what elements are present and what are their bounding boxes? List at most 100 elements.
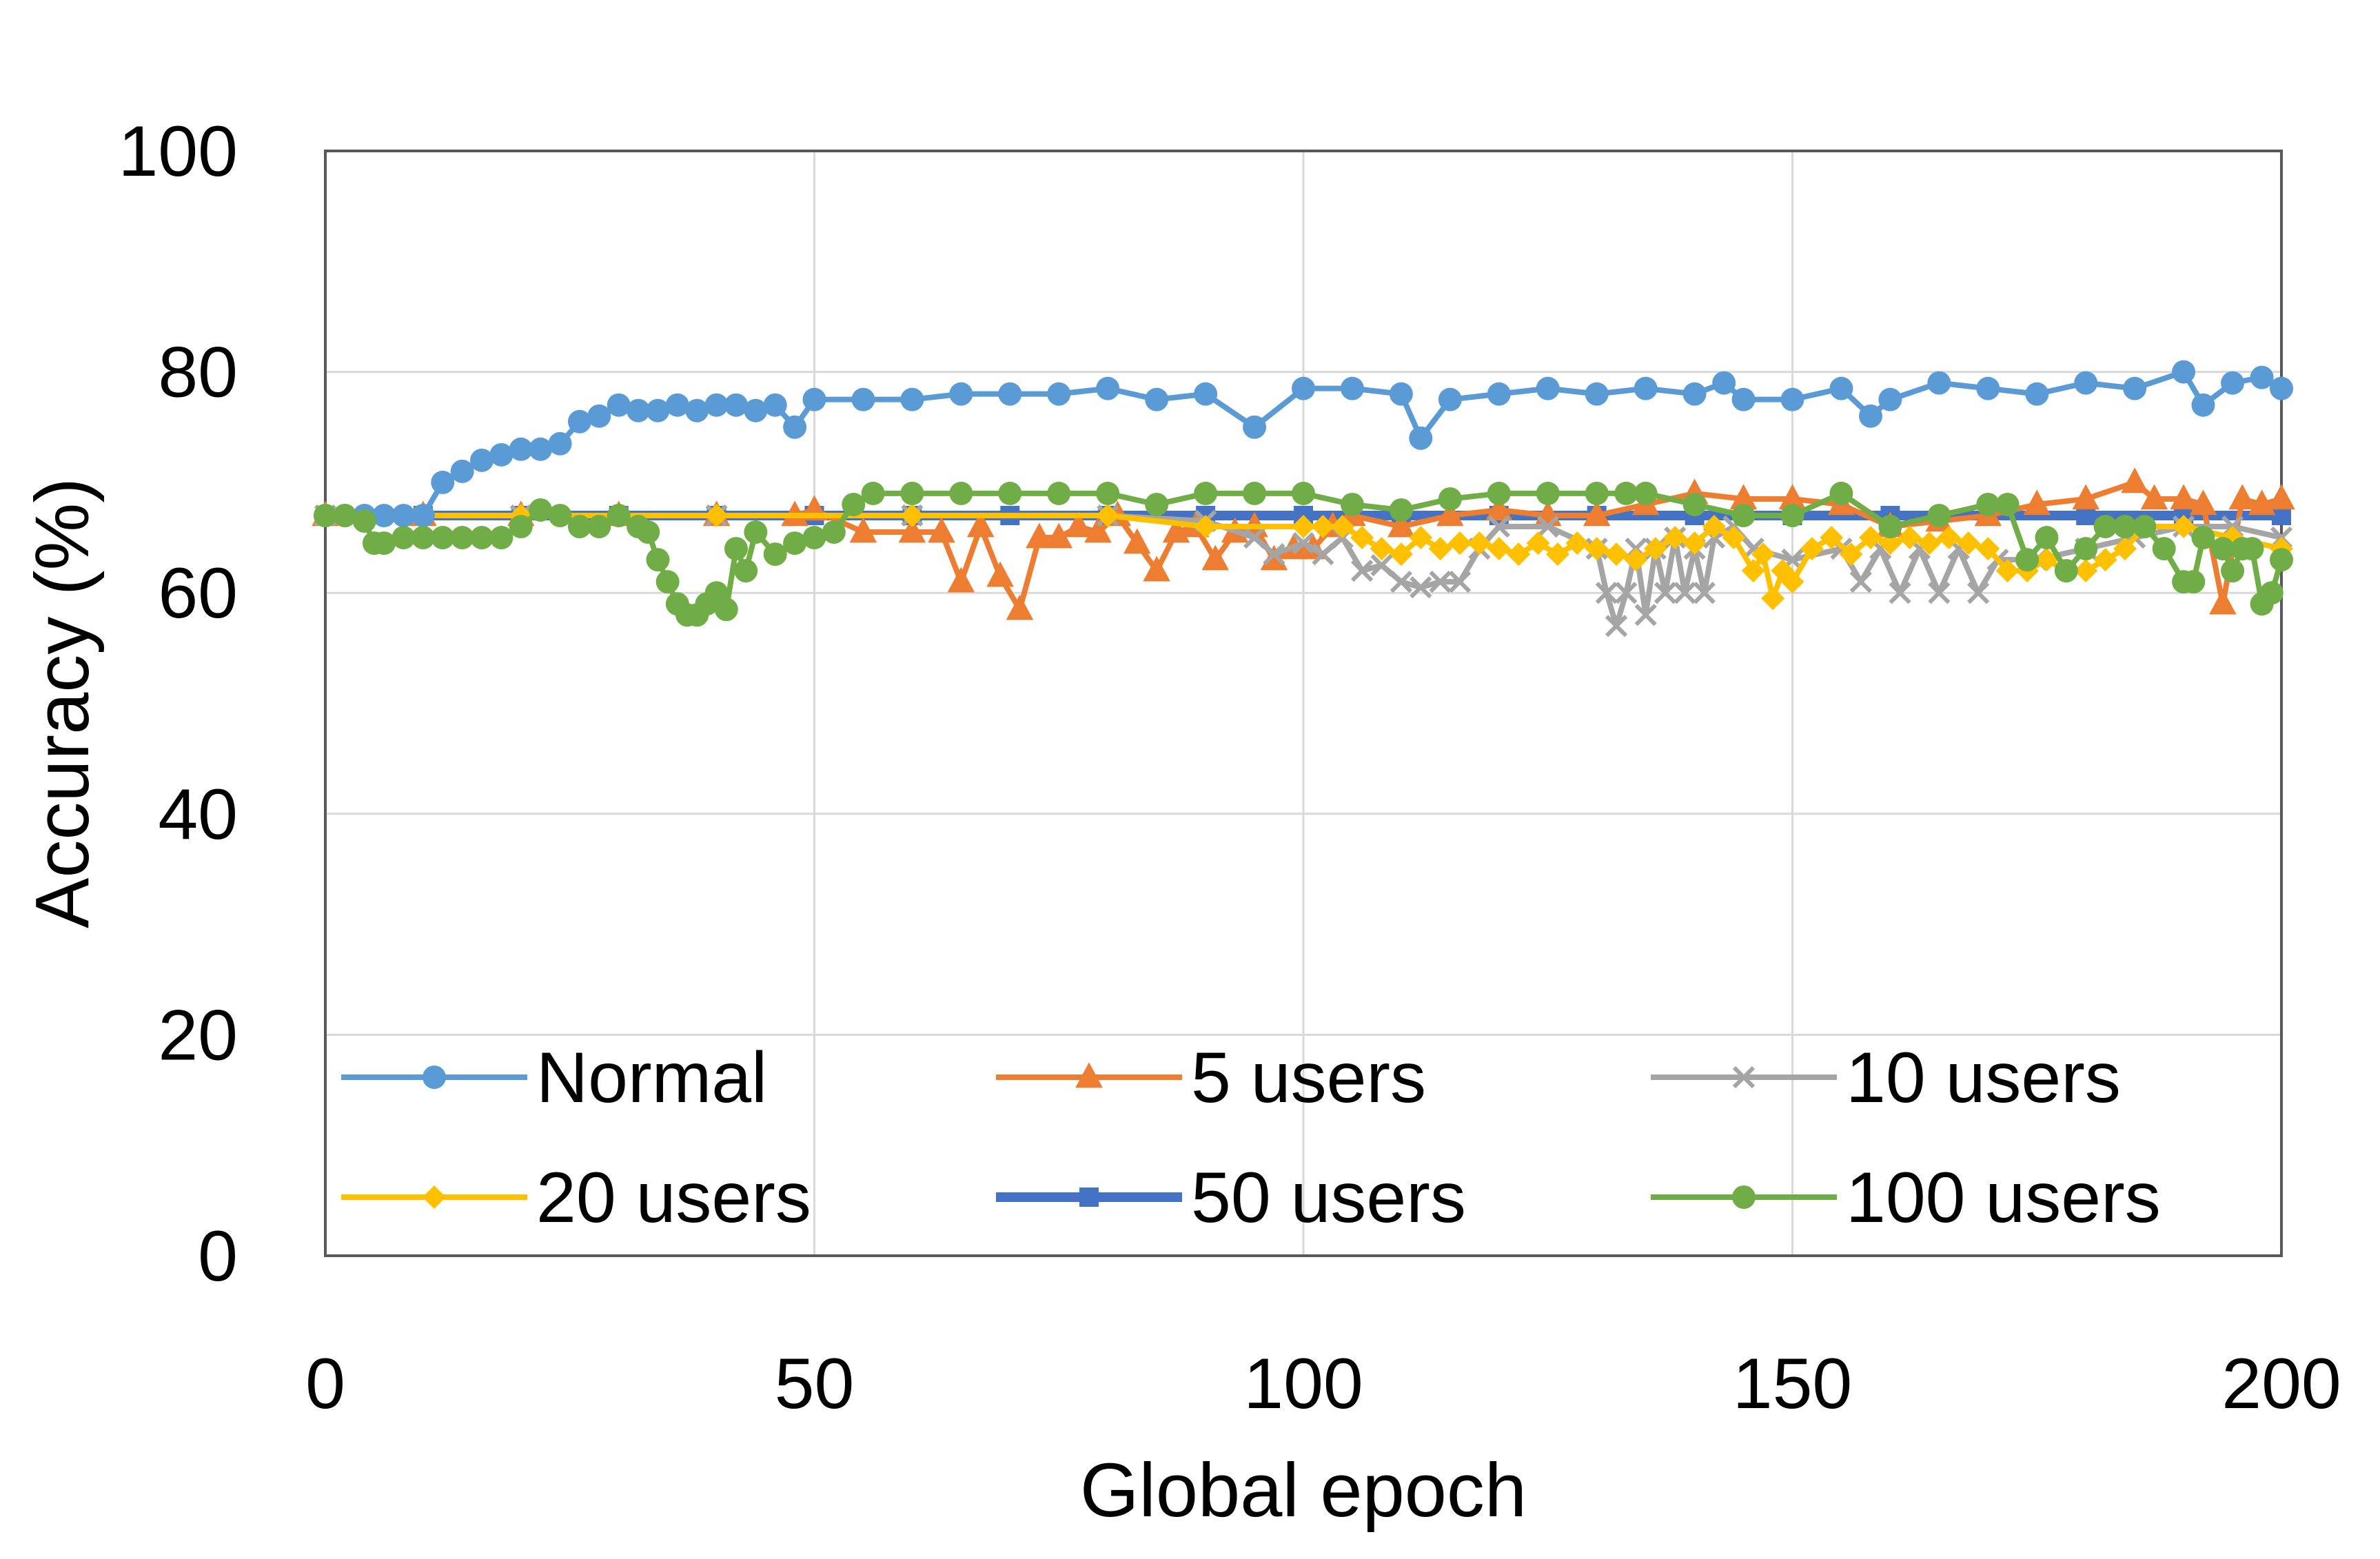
data-point-5-users <box>947 567 975 593</box>
data-point-100-users <box>587 515 611 539</box>
data-point-normal <box>724 393 748 417</box>
data-point-20-users <box>1898 526 1922 550</box>
data-point-100-users <box>763 542 787 567</box>
data-point-normal <box>1976 376 2000 400</box>
data-point-5-users <box>1201 544 1230 571</box>
data-point-normal <box>1047 382 1071 406</box>
data-point-20-users <box>1389 542 1413 567</box>
data-point-5-users <box>2170 484 2197 510</box>
data-point-normal <box>900 387 924 411</box>
data-point-normal <box>646 398 670 422</box>
data-point-20-users <box>2172 515 2196 539</box>
legend-item-5-users: 5 users <box>996 1038 1426 1118</box>
data-point-100-users <box>450 526 474 550</box>
data-point-5-users <box>2209 589 2237 615</box>
data-point-100-users <box>1340 492 1364 516</box>
data-point-normal <box>391 503 416 527</box>
data-point-20-users <box>1292 515 1315 539</box>
data-point-normal <box>431 470 455 494</box>
data-point-normal <box>744 398 768 422</box>
data-point-10-users <box>1889 582 1911 604</box>
data-point-20-users <box>1311 515 1335 539</box>
data-point-100-users <box>1614 481 1638 505</box>
data-point-100-users <box>783 531 807 556</box>
data-point-10-users <box>1243 526 1266 549</box>
data-point-100-users <box>548 503 572 527</box>
data-point-20-users <box>1859 526 1883 550</box>
data-point-100-users <box>333 503 357 527</box>
data-point-normal <box>607 393 631 417</box>
y-tick-label: 100 <box>118 112 238 192</box>
data-point-5-users <box>1064 511 1092 538</box>
data-point-10-users <box>1928 582 1951 604</box>
data-point-20-users <box>1722 526 1746 550</box>
data-point-normal <box>2123 376 2147 400</box>
legend-item-100-users: 100 users <box>1651 1158 2161 1238</box>
data-point-100-users <box>431 526 455 550</box>
data-point-100-users <box>2181 570 2206 594</box>
data-point-5-users <box>1006 594 1034 620</box>
legend-marker <box>423 1066 446 1089</box>
data-point-100-users <box>607 503 631 527</box>
data-point-20-users <box>1702 515 1726 539</box>
data-point-normal <box>685 398 709 422</box>
data-point-5-users <box>928 517 955 543</box>
data-point-5-users <box>1485 495 1513 521</box>
data-point-normal <box>1780 387 1804 411</box>
data-point-5-users <box>1045 522 1073 549</box>
data-point-5-users <box>1143 556 1170 582</box>
data-point-20-users <box>1682 531 1707 556</box>
data-point-normal <box>1585 382 1609 406</box>
data-point-10-users <box>1487 515 1510 538</box>
data-point-100-users <box>1292 481 1315 505</box>
data-point-normal <box>627 398 651 422</box>
data-point-normal <box>2221 371 2245 395</box>
data-point-100-users <box>391 526 416 550</box>
data-point-100-users <box>1731 503 1756 527</box>
data-point-20-users <box>1467 531 1492 556</box>
data-point-100-users <box>1995 492 2020 516</box>
data-point-normal <box>949 382 973 406</box>
y-tick-label: 40 <box>158 775 238 855</box>
data-point-20-users <box>2035 548 2059 572</box>
series-group <box>312 360 2295 638</box>
data-point-100-users <box>1047 481 1071 505</box>
data-point-10-users <box>1595 582 1618 604</box>
data-point-100-users <box>1976 492 2000 516</box>
data-point-normal <box>1389 382 1413 406</box>
data-point-100-users <box>1096 481 1120 505</box>
data-point-10-users <box>1674 582 1696 604</box>
data-point-10-users <box>1849 571 1872 593</box>
data-point-100-users <box>2093 515 2117 539</box>
x-tick-label: 200 <box>2221 1344 2341 1424</box>
data-point-10-users <box>1693 582 1716 604</box>
series-normal <box>314 360 2293 527</box>
data-point-normal <box>1438 387 1462 411</box>
series-100-users <box>314 481 2293 627</box>
data-point-20-users <box>1487 537 1511 561</box>
y-tick-label: 80 <box>158 333 238 413</box>
data-point-normal <box>2270 376 2293 400</box>
y-tick-label: 0 <box>198 1216 238 1296</box>
data-point-20-users <box>1370 537 1394 561</box>
data-point-100-users <box>1145 492 1169 516</box>
data-point-normal <box>489 442 513 467</box>
data-point-100-users <box>2270 548 2293 572</box>
data-point-5-users <box>1778 484 1807 510</box>
data-point-20-users <box>1330 515 1354 539</box>
legend-item-normal: Normal <box>341 1038 767 1118</box>
data-point-20-users <box>1448 531 1472 556</box>
data-point-20-users <box>1956 531 1980 556</box>
legend-label: 100 users <box>1846 1158 2161 1238</box>
data-point-normal <box>1927 371 1951 395</box>
data-point-5-users <box>1436 500 1464 527</box>
data-point-5-users <box>2189 489 2217 516</box>
data-point-5-users <box>2121 467 2148 493</box>
y-axis-ticks: 0 20 40 60 80 100 <box>118 112 238 1296</box>
data-point-100-users <box>529 498 553 522</box>
data-point-5-users <box>2023 489 2051 516</box>
data-point-100-users <box>314 503 337 527</box>
data-point-20-users <box>1428 537 1452 561</box>
data-point-10-users <box>1654 582 1677 604</box>
data-point-5-users <box>986 561 1014 587</box>
